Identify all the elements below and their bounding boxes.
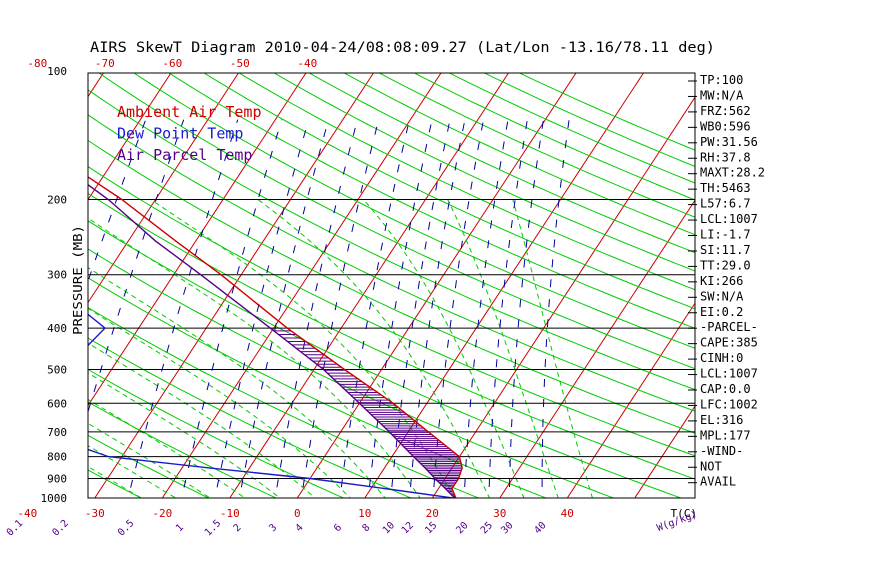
sounding-index-label: KI:266 (700, 274, 743, 288)
sounding-index-label: -WIND- (700, 444, 743, 458)
mixing-ratio-tick-label: 6 (332, 522, 344, 534)
isotherm-line (0, 62, 44, 508)
mixing-ratio-tick-label: 1 (174, 522, 186, 534)
top-temp-tick-label: -40 (297, 57, 317, 70)
sounding-index-label: MW:N/A (700, 88, 744, 102)
mixing-ratio-tick-label: 3 (267, 522, 279, 534)
mixing-ratio-tick-label: 0.1 (5, 518, 26, 539)
sounding-index-label: MAXT:28.2 (700, 166, 765, 180)
mixing-ratio-line (509, 120, 543, 507)
mixing-ratio-line (213, 120, 309, 507)
mixing-ratio-tick-label: 8 (361, 522, 373, 534)
sounding-index-label: RH:37.8 (700, 150, 751, 164)
sounding-index-label: TH:5463 (700, 181, 751, 195)
mixing-ratio-tick-label: 25 (479, 520, 495, 536)
mixing-ratio-tick-label: 10 (381, 520, 397, 536)
mixing-ratio-tick-label: 12 (400, 520, 416, 536)
moist-adiabat-line (151, 200, 461, 508)
pressure-tick-label: 200 (47, 194, 67, 207)
sounding-index-label: NOT (700, 459, 722, 473)
bottom-temp-tick-label: -20 (152, 507, 172, 520)
bottom-temp-tick-label: -10 (220, 507, 240, 520)
mixing-ratio-line (126, 120, 238, 507)
sounding-index-label: TP:100 (700, 73, 743, 87)
sounding-index-label: TT:29.0 (700, 258, 751, 272)
pressure-tick-label: 600 (47, 397, 67, 410)
sounding-index-label: L57:6.7 (700, 197, 751, 211)
mixing-ratio-tick-label: 0.2 (50, 518, 71, 539)
pressure-tick-label: 1000 (41, 492, 68, 505)
legend-ambient-air-temp: Ambient Air Temp (117, 103, 262, 121)
mixing-ratio-line (489, 120, 528, 507)
legend-air-parcel-temp: Air Parcel Temp (117, 146, 252, 164)
mixing-ratio-tick-label: 40 (532, 520, 548, 536)
sounding-index-label: SI:11.7 (700, 243, 751, 257)
sounding-index-label: EL:316 (700, 413, 743, 427)
dry-adiabat-line (159, 67, 870, 508)
top-temp-tick-label: -80 (27, 57, 47, 70)
bottom-temp-tick-label: 20 (426, 507, 439, 520)
sounding-index-label: SW:N/A (700, 289, 744, 303)
sounding-index-label: LFC:1002 (700, 397, 758, 411)
moist-adiabat-line (448, 200, 562, 508)
legend-dew-point-temp: Dew Point Temp (117, 125, 243, 143)
pressure-tick-label: 700 (47, 426, 67, 439)
bottom-temp-tick-label: 40 (561, 507, 574, 520)
sounding-index-label: EI:0.2 (700, 305, 743, 319)
mixing-ratio-tick-label: 2 (232, 522, 244, 534)
sounding-index-label: FRZ:562 (700, 104, 751, 118)
bottom-temp-tick-label: 10 (358, 507, 371, 520)
isotherm-line (224, 62, 516, 508)
dry-adiabat-line (0, 67, 706, 508)
mixing-ratio-line (274, 120, 358, 507)
sounding-index-label: MPL:177 (700, 428, 751, 442)
top-temp-tick-label: -50 (230, 57, 250, 70)
y-axis-title: PRESSURE (MB) (71, 225, 85, 335)
sounding-index-label: LCL:1007 (700, 212, 758, 226)
mixing-ratio-line (339, 120, 410, 507)
sounding-index-label: LCL:1007 (700, 367, 758, 381)
pressure-tick-label: 800 (47, 451, 67, 464)
sounding-index-label: WB0:596 (700, 119, 751, 133)
sounding-index-label: CINH:0 (700, 351, 743, 365)
mixing-ratio-tick-label: 20 (454, 520, 470, 536)
moist-adiabat-line (363, 200, 527, 508)
mixing-ratio-tick-label: 1.5 (203, 518, 224, 539)
isotherm-line (426, 62, 718, 508)
mixing-ratio-tick-label: 30 (499, 520, 515, 536)
top-temp-tick-label: -70 (95, 57, 115, 70)
sounding-index-label: AVAIL (700, 475, 736, 489)
pressure-tick-label: 900 (47, 472, 67, 485)
pressure-tick-label: 300 (47, 269, 67, 282)
pressure-tick-label: 100 (47, 65, 67, 78)
chart-title: AIRS SkewT Diagram 2010-04-24/08:08:09.2… (90, 40, 715, 56)
sounding-index-label: CAPE:385 (700, 336, 758, 350)
bottom-temp-tick-label: -40 (17, 507, 37, 520)
bottom-temp-tick-label: 30 (493, 507, 506, 520)
sounding-index-label: LI:-1.7 (700, 228, 751, 242)
pressure-tick-label: 400 (47, 322, 67, 335)
pressure-tick-label: 500 (47, 363, 67, 376)
moist-adiabat-line (258, 200, 494, 508)
sounding-index-label: -PARCEL- (700, 320, 758, 334)
mixing-ratio-tick-label: 0.5 (116, 518, 137, 539)
sounding-index-label: PW:31.56 (700, 135, 758, 149)
top-temp-tick-label: -60 (162, 57, 182, 70)
isotherm-line (0, 62, 111, 508)
mixing-ratio-tick-label: 15 (423, 520, 439, 536)
dry-adiabat-line (402, 67, 870, 508)
mixing-ratio-tick-label: 4 (294, 522, 306, 534)
sounding-index-label: CAP:0.0 (700, 382, 751, 396)
bottom-temp-tick-label: 0 (294, 507, 301, 520)
bottom-temp-tick-label: -30 (85, 507, 105, 520)
